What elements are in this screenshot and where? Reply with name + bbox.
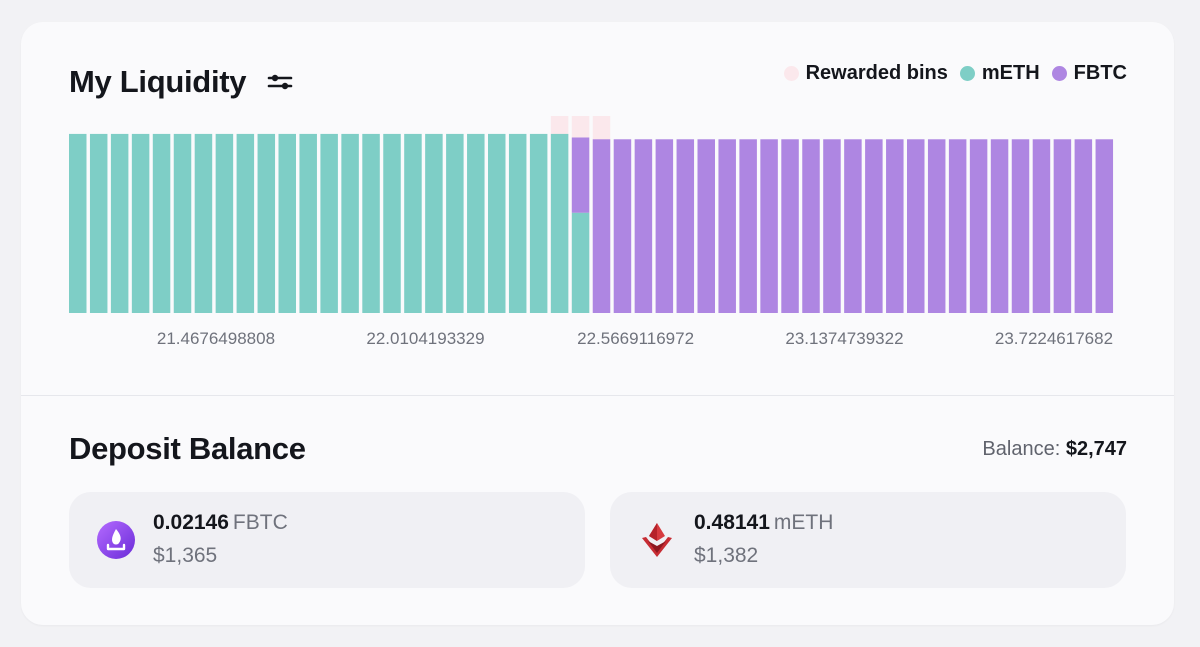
meth-usd-value: $1,382 bbox=[694, 544, 759, 567]
meth-amount: 0.48141 bbox=[694, 511, 770, 534]
legend-label-rewarded: Rewarded bins bbox=[805, 62, 948, 84]
bar-fbtc[interactable] bbox=[927, 139, 946, 313]
legend-rewarded-bins: Rewarded bins bbox=[783, 62, 948, 85]
bar-fbtc[interactable] bbox=[613, 139, 632, 313]
meth-symbol: mETH bbox=[773, 511, 834, 534]
legend-fbtc: FBTC bbox=[1051, 62, 1127, 85]
my-liquidity-title: My Liquidity bbox=[69, 64, 247, 99]
bar-meth[interactable] bbox=[152, 133, 171, 313]
bar-meth[interactable] bbox=[446, 133, 464, 313]
bar-fbtc[interactable] bbox=[634, 139, 653, 313]
bar-meth[interactable] bbox=[404, 133, 422, 313]
bar-fbtc[interactable] bbox=[571, 137, 590, 213]
bar-fbtc[interactable] bbox=[802, 139, 820, 313]
deposit-balance-title: Deposit Balance bbox=[69, 431, 306, 466]
bar-meth[interactable] bbox=[299, 133, 317, 313]
bar-fbtc[interactable] bbox=[655, 139, 674, 313]
legend-label-meth: mETH bbox=[981, 62, 1040, 84]
meth-deposit-card: 0.48141 mETH $1,382 bbox=[610, 492, 1126, 588]
liquidity-card: My Liquidity Rewarded bins mETH FBTC 21.… bbox=[21, 22, 1174, 625]
fbtc-symbol: FBTC bbox=[232, 511, 288, 534]
x-tick-label: 21.4676498808 bbox=[157, 329, 275, 346]
bar-fbtc[interactable] bbox=[990, 139, 1009, 313]
x-tick-label: 22.5669116972 bbox=[577, 329, 694, 346]
legend-label-fbtc: FBTC bbox=[1073, 62, 1127, 84]
bar-meth[interactable] bbox=[278, 133, 297, 313]
bar-meth[interactable] bbox=[467, 133, 485, 313]
bar-meth[interactable] bbox=[362, 133, 380, 313]
bar-fbtc[interactable] bbox=[760, 139, 778, 313]
bar-meth[interactable] bbox=[488, 133, 506, 313]
fbtc-usd-value: $1,365 bbox=[153, 544, 218, 567]
legend-dot-rewarded bbox=[783, 66, 799, 81]
bar-fbtc[interactable] bbox=[1095, 139, 1114, 313]
bar-meth[interactable] bbox=[110, 133, 129, 313]
fbtc-deposit-card: 0.02146 FBTC $1,365 bbox=[69, 492, 585, 588]
bar-meth[interactable] bbox=[550, 133, 569, 313]
legend-dot-meth bbox=[959, 66, 975, 81]
bar-meth[interactable] bbox=[215, 133, 234, 313]
total-balance: Balance: $2,747 bbox=[982, 438, 1127, 461]
fbtc-icon bbox=[97, 521, 135, 559]
bar-fbtc[interactable] bbox=[886, 139, 904, 313]
bar-fbtc[interactable] bbox=[781, 139, 799, 313]
bar-meth[interactable] bbox=[89, 133, 108, 313]
bar-fbtc[interactable] bbox=[592, 139, 611, 313]
bar-fbtc[interactable] bbox=[718, 139, 736, 313]
balance-label: Balance: bbox=[982, 438, 1061, 460]
bar-meth[interactable] bbox=[257, 133, 276, 313]
x-tick-label: 23.1374739322 bbox=[785, 329, 903, 346]
bar-meth[interactable] bbox=[320, 133, 338, 313]
meth-amount-row: 0.48141 mETH bbox=[694, 511, 833, 535]
bar-meth[interactable] bbox=[236, 133, 255, 313]
x-tick-label: 23.7224617682 bbox=[995, 329, 1113, 346]
bar-fbtc[interactable] bbox=[739, 139, 757, 313]
section-divider bbox=[21, 395, 1174, 396]
bar-meth[interactable] bbox=[383, 133, 401, 313]
bar-meth[interactable] bbox=[131, 133, 150, 313]
bar-fbtc[interactable] bbox=[969, 139, 988, 313]
liquidity-bar-chart: 21.4676498808 22.0104193329 22.5669116972 2… bbox=[69, 116, 1114, 346]
bar-fbtc[interactable] bbox=[1032, 139, 1051, 313]
meth-icon bbox=[642, 523, 672, 557]
bar-meth[interactable] bbox=[341, 133, 359, 313]
bar-fbtc[interactable] bbox=[697, 139, 716, 313]
balance-value: $2,747 bbox=[1065, 438, 1127, 460]
bar-fbtc[interactable] bbox=[676, 139, 695, 313]
bar-fbtc[interactable] bbox=[844, 139, 862, 313]
fbtc-amount-row: 0.02146 FBTC bbox=[153, 511, 288, 535]
legend-meth: mETH bbox=[959, 62, 1040, 85]
bar-meth[interactable] bbox=[508, 133, 527, 313]
bar-meth[interactable] bbox=[69, 133, 87, 313]
bar-meth[interactable] bbox=[194, 133, 213, 313]
bar-meth[interactable] bbox=[425, 133, 443, 313]
bar-meth[interactable] bbox=[529, 133, 548, 313]
legend-dot-fbtc bbox=[1051, 66, 1067, 81]
bar-fbtc[interactable] bbox=[907, 139, 925, 313]
chart-legend: Rewarded bins mETH FBTC bbox=[783, 62, 1127, 85]
x-tick-label: 22.0104193329 bbox=[366, 329, 484, 346]
bar-meth[interactable] bbox=[173, 133, 192, 313]
bar-fbtc[interactable] bbox=[1053, 139, 1072, 313]
bar-fbtc[interactable] bbox=[823, 139, 841, 313]
filter-sliders-icon[interactable] bbox=[267, 71, 293, 93]
bar-fbtc[interactable] bbox=[1011, 139, 1030, 313]
fbtc-amount: 0.02146 bbox=[153, 511, 229, 534]
bar-fbtc[interactable] bbox=[948, 139, 967, 313]
bar-fbtc[interactable] bbox=[865, 139, 883, 313]
bar-fbtc[interactable] bbox=[1074, 139, 1093, 313]
bar-meth[interactable] bbox=[571, 212, 590, 313]
